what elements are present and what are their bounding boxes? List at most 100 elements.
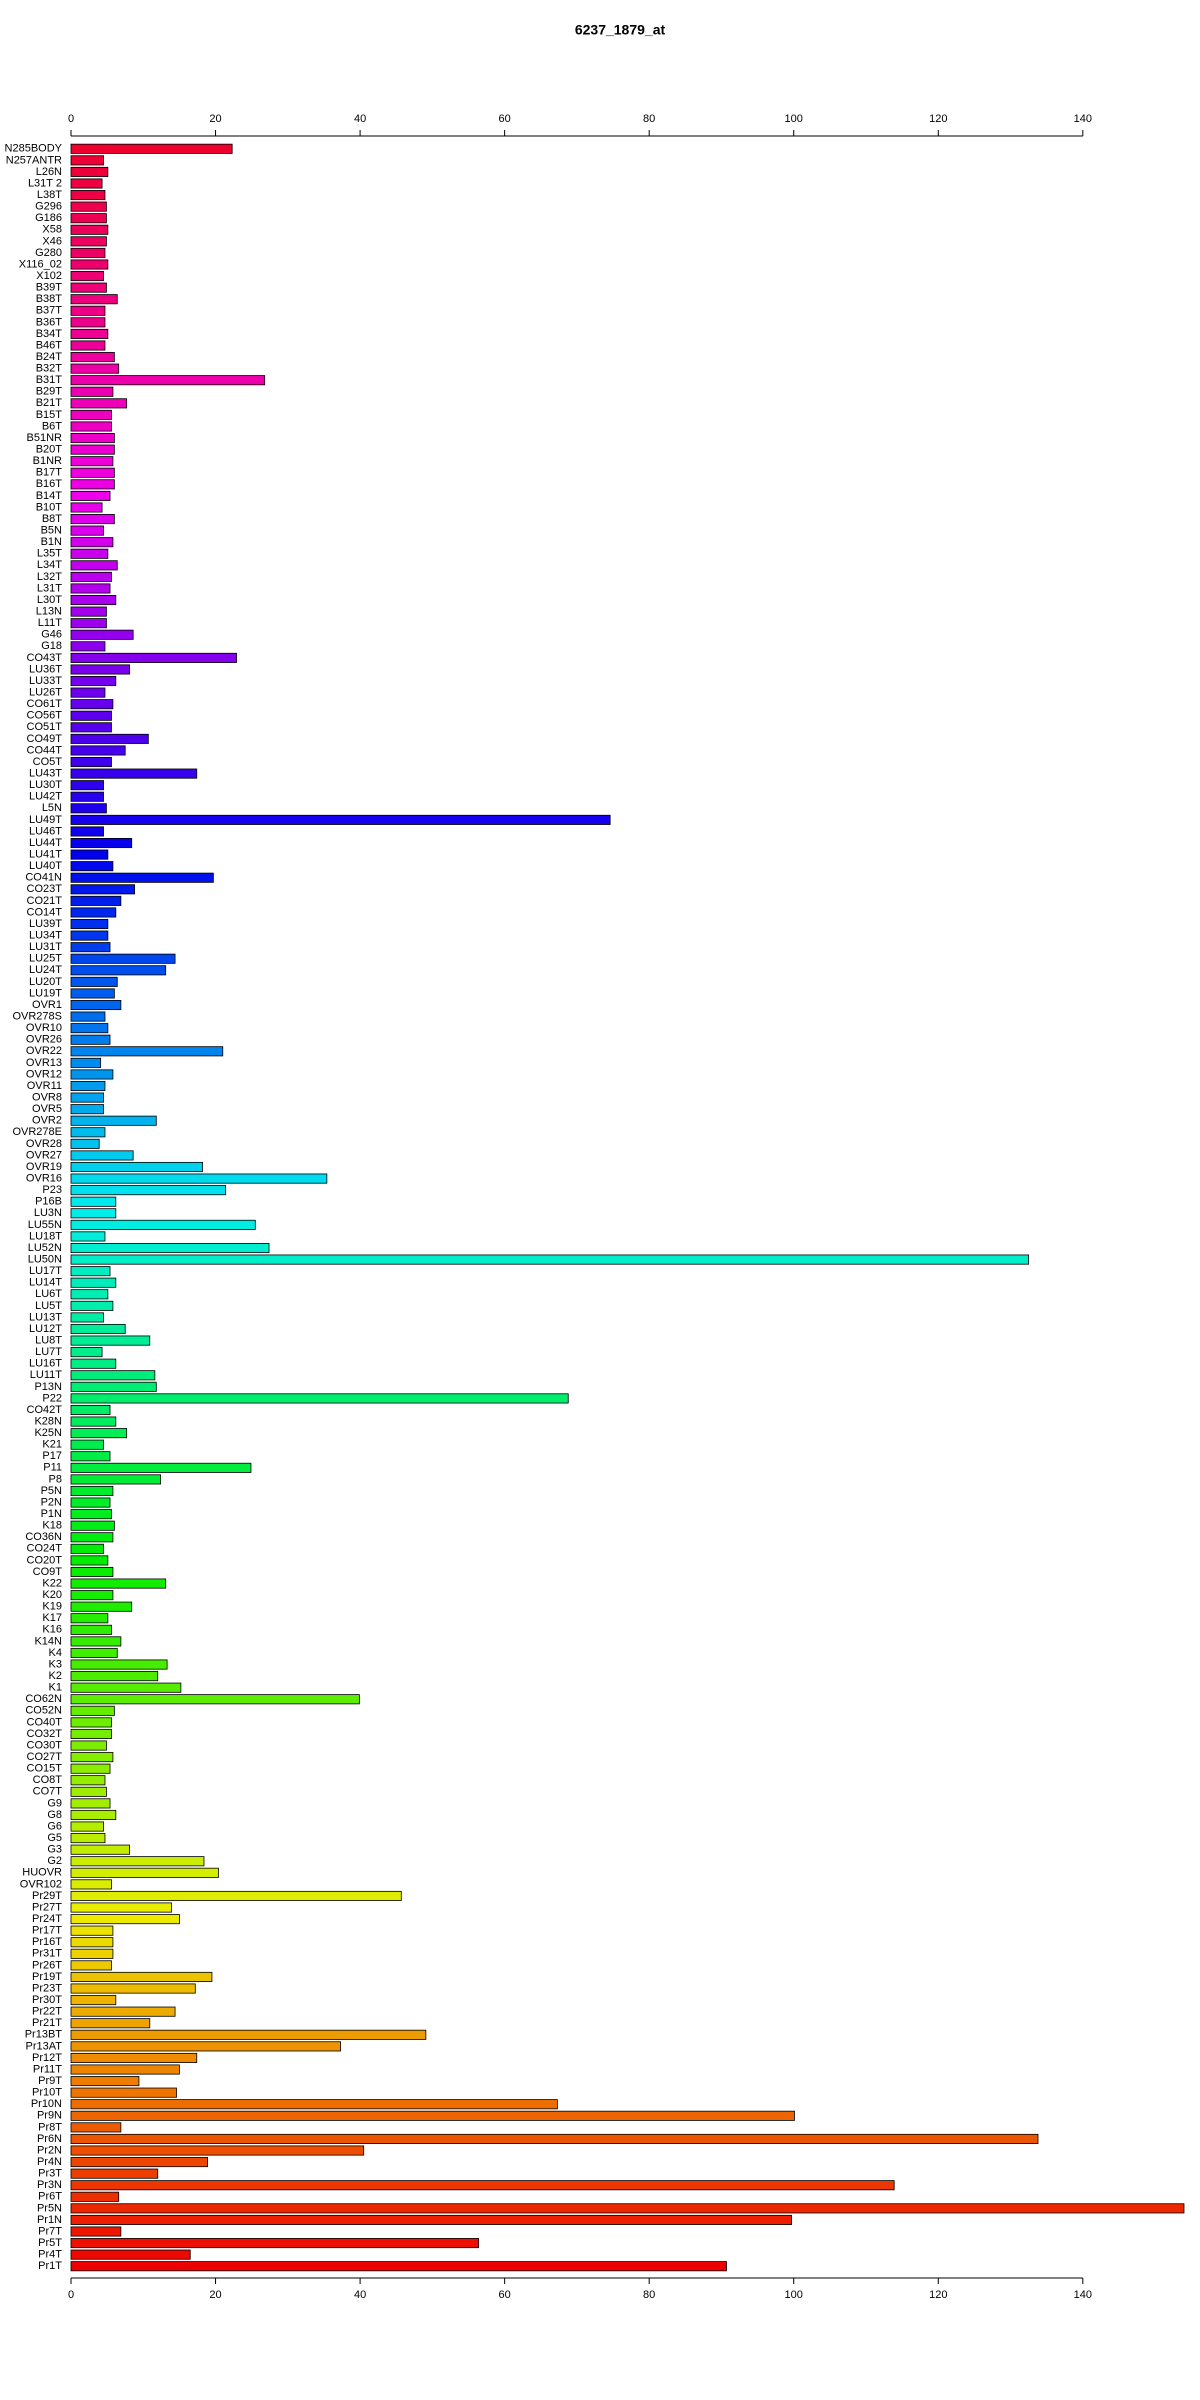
bar xyxy=(70,548,109,559)
bar xyxy=(70,1289,109,1300)
bar xyxy=(70,2006,176,2017)
y-tick-label: LU40T xyxy=(29,860,62,872)
bar xyxy=(70,375,266,386)
bar xyxy=(70,953,176,964)
y-tick-label: CO40T xyxy=(27,1716,63,1728)
bar xyxy=(70,2122,122,2133)
y-tick-label: Pr27T xyxy=(32,1901,62,1913)
y-tick-label: Pr13AT xyxy=(26,2040,63,2052)
bar xyxy=(70,976,118,987)
bar xyxy=(70,282,107,293)
y-tick-label: N257ANTR xyxy=(6,154,62,166)
bar xyxy=(70,294,118,305)
bar xyxy=(70,155,104,166)
y-tick-label: K21 xyxy=(42,1439,62,1451)
bar xyxy=(70,213,107,224)
bar xyxy=(70,1428,128,1439)
bar xyxy=(70,710,112,721)
y-tick-label: Pr9T xyxy=(38,2075,62,2087)
bar xyxy=(70,942,111,953)
y-tick-label: OVR5 xyxy=(32,1103,62,1115)
bar xyxy=(70,2029,427,2040)
y-tick-label: CO36N xyxy=(25,1531,62,1543)
bar xyxy=(70,1509,112,1520)
bar xyxy=(70,490,111,501)
bar xyxy=(70,2261,727,2272)
bar xyxy=(70,201,107,212)
bar xyxy=(70,143,233,154)
bar xyxy=(70,1624,112,1635)
bar xyxy=(70,1856,205,1867)
y-tick-label: B5N xyxy=(41,525,62,537)
y-tick-label: CO5T xyxy=(33,756,63,768)
x-tick-label: 100 xyxy=(785,113,803,125)
bar xyxy=(70,1046,224,1057)
y-tick-label: OVR10 xyxy=(26,1022,62,1034)
x-tick-label: 80 xyxy=(643,113,655,125)
bar xyxy=(70,1266,111,1277)
bar xyxy=(70,791,104,802)
bar xyxy=(70,1636,122,1647)
bar xyxy=(70,1914,180,1925)
bar xyxy=(70,918,109,930)
bar xyxy=(70,2076,140,2087)
bar xyxy=(70,1694,360,1705)
y-tick-label: Pr10T xyxy=(32,2087,62,2099)
y-tick-label: Pr6N xyxy=(37,2133,62,2145)
bar xyxy=(70,1335,151,1346)
x-tick-label: 20 xyxy=(209,2289,221,2301)
bar xyxy=(70,1092,104,1103)
y-tick-label: B37T xyxy=(36,305,63,317)
y-tick-label: Pr29T xyxy=(32,1890,62,1902)
y-tick-label: K19 xyxy=(42,1601,62,1613)
bar xyxy=(70,271,104,282)
bar xyxy=(70,768,198,779)
y-tick-label: Pr5N xyxy=(37,2202,62,2214)
bar xyxy=(70,849,109,860)
y-tick-label: LU41T xyxy=(29,849,62,861)
y-tick-label: B36T xyxy=(36,316,63,328)
bar xyxy=(70,930,109,941)
y-tick-label: Pr26T xyxy=(32,1959,62,1971)
y-tick-label: G296 xyxy=(35,201,62,213)
y-tick-label: Pr7T xyxy=(38,2225,62,2237)
bar xyxy=(70,1069,114,1080)
bar xyxy=(70,837,133,849)
bar xyxy=(70,1566,114,1578)
bar xyxy=(70,421,112,432)
x-tick-label: 40 xyxy=(354,2289,366,2301)
bar xyxy=(70,814,611,825)
bar xyxy=(70,1682,182,1693)
y-tick-label: LU3N xyxy=(34,1207,62,1219)
y-tick-label: N285BODY xyxy=(5,143,63,155)
y-tick-label: Pr4N xyxy=(37,2156,62,2168)
y-tick-label: P23 xyxy=(42,1184,62,1196)
y-tick-label: P17 xyxy=(42,1450,62,1462)
bar xyxy=(70,2168,159,2179)
bar xyxy=(70,884,135,895)
y-tick-label: LU44T xyxy=(29,837,62,849)
y-tick-label: LU26T xyxy=(29,687,62,699)
bar xyxy=(70,733,149,744)
y-tick-label: CO9T xyxy=(33,1566,63,1578)
y-tick-label: OVR28 xyxy=(26,1138,62,1150)
y-tick-label: X46 xyxy=(42,235,62,247)
y-tick-label: OVR22 xyxy=(26,1045,62,1057)
chart-title: 6237_1879_at xyxy=(575,22,666,38)
bar xyxy=(70,1115,157,1126)
bar xyxy=(70,1127,106,1138)
x-tick-label: 140 xyxy=(1074,2289,1092,2301)
y-tick-label: OVR19 xyxy=(26,1161,62,1173)
y-tick-label: P2N xyxy=(41,1496,62,1508)
bar xyxy=(70,1393,569,1404)
y-tick-label: OVR26 xyxy=(26,1034,62,1046)
bar xyxy=(70,1381,157,1392)
y-tick-label: L30T xyxy=(37,594,62,606)
y-tick-label: K22 xyxy=(42,1577,62,1589)
y-tick-label: K18 xyxy=(42,1520,62,1532)
bar xyxy=(70,1023,109,1034)
bar xyxy=(70,259,109,270)
y-tick-label: OVR27 xyxy=(26,1149,62,1161)
y-tick-label: P22 xyxy=(42,1392,62,1404)
